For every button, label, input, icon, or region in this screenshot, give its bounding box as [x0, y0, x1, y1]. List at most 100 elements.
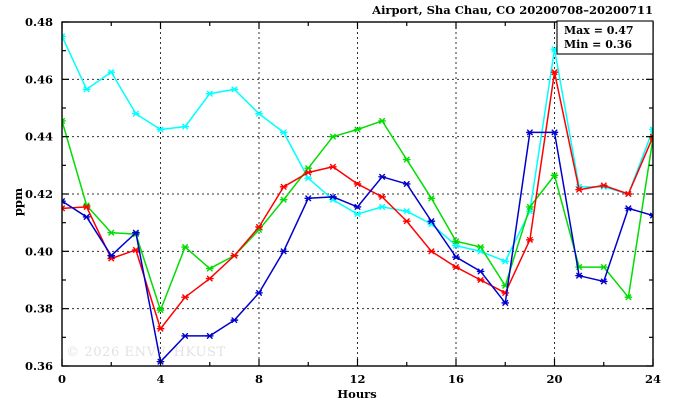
data-point — [131, 229, 140, 236]
axes-group — [61, 21, 654, 367]
data-point — [353, 126, 362, 133]
chart-title-group: Airport, Sha Chau, CO 20200708–20200711 — [371, 3, 653, 17]
data-point — [205, 265, 214, 272]
data-point — [107, 252, 116, 259]
data-point — [525, 129, 534, 136]
data-point — [599, 182, 608, 189]
data-point — [107, 229, 116, 236]
data-point — [328, 163, 337, 170]
y-tick-label: 0.40 — [25, 244, 53, 258]
series-20200710 — [62, 69, 653, 332]
data-point — [649, 212, 653, 219]
x-tick-label: 0 — [58, 372, 66, 386]
data-point — [279, 196, 288, 203]
y-tick-label: 0.44 — [25, 130, 53, 144]
data-point — [378, 173, 387, 180]
data-point — [82, 86, 91, 93]
data-point — [156, 307, 165, 314]
data-point — [62, 198, 66, 205]
data-point — [525, 203, 534, 210]
data-point — [255, 289, 263, 296]
data-point — [304, 165, 313, 172]
data-point — [476, 268, 485, 275]
data-point — [131, 110, 140, 117]
data-point — [353, 203, 362, 210]
data-point — [575, 186, 584, 193]
x-tick-label: 12 — [349, 372, 365, 386]
legend-max-label: Max = 0.47 — [564, 24, 634, 37]
data-point — [304, 169, 313, 176]
data-point — [230, 252, 239, 259]
data-point — [255, 110, 263, 117]
data-point — [62, 205, 66, 212]
data-point — [205, 332, 214, 339]
data-point — [304, 175, 313, 182]
data-point — [156, 325, 165, 332]
data-point — [550, 172, 559, 179]
data-point — [304, 195, 313, 202]
tick-labels-group: 0.36 0.38 0.40 0.42 0.44 0.46 0.48 0 4 8 12 16 20 24 — [25, 15, 661, 386]
data-point — [452, 254, 460, 261]
data-point — [550, 69, 559, 76]
data-point — [402, 156, 411, 163]
data-point — [378, 117, 387, 124]
series-20200711 — [62, 129, 653, 365]
x-tick-label: 4 — [156, 372, 164, 386]
data-point — [599, 264, 608, 271]
data-point — [353, 180, 362, 187]
data-point — [649, 126, 653, 133]
data-point — [427, 218, 436, 225]
x-tick-label: 24 — [645, 372, 661, 386]
data-point — [402, 180, 411, 187]
y-tick-label: 0.46 — [25, 72, 53, 86]
data-point — [279, 183, 288, 190]
data-point — [131, 246, 140, 253]
x-tick-label: 20 — [546, 372, 562, 386]
y-tick-label: 0.42 — [25, 187, 53, 201]
data-point — [255, 223, 263, 230]
data-point — [230, 317, 239, 324]
data-point — [599, 278, 608, 285]
data-point — [181, 244, 190, 251]
data-point — [624, 190, 633, 198]
data-point — [402, 218, 411, 225]
data-point — [550, 129, 559, 136]
data-point — [353, 211, 362, 218]
data-point — [205, 275, 214, 282]
data-point — [452, 238, 460, 245]
data-point — [107, 69, 116, 76]
watermark-text: © 2026 ENVF, HKUST — [66, 345, 226, 360]
data-point — [476, 244, 485, 251]
legend-box: Max = 0.47 Min = 0.36 — [556, 20, 654, 55]
data-point — [378, 203, 387, 210]
data-point — [62, 33, 66, 40]
data-point — [378, 193, 387, 200]
x-tick-label: 16 — [448, 372, 464, 386]
data-point — [575, 272, 584, 279]
data-point — [476, 276, 485, 284]
data-point — [624, 205, 633, 212]
data-point — [427, 195, 436, 202]
data-point — [279, 248, 288, 255]
data-point — [205, 90, 214, 97]
data-point — [624, 294, 633, 301]
data-point — [402, 208, 411, 215]
data-point — [62, 117, 66, 124]
data-point — [279, 129, 288, 136]
data-point — [181, 332, 190, 339]
data-point — [181, 294, 190, 301]
x-tick-label: 8 — [255, 372, 263, 386]
y-tick-label: 0.36 — [25, 359, 53, 373]
data-point — [501, 258, 510, 265]
watermark-group: © 2026 ENVF, HKUST — [66, 345, 226, 360]
data-point — [525, 236, 534, 243]
data-point — [230, 86, 239, 93]
data-point — [156, 126, 165, 133]
data-point — [452, 264, 460, 271]
axis-titles-group: Hours ppm — [11, 188, 377, 401]
x-axis-title: Hours — [337, 387, 376, 401]
chart-title: Airport, Sha Chau, CO 20200708–20200711 — [371, 3, 653, 17]
data-point — [82, 203, 91, 210]
